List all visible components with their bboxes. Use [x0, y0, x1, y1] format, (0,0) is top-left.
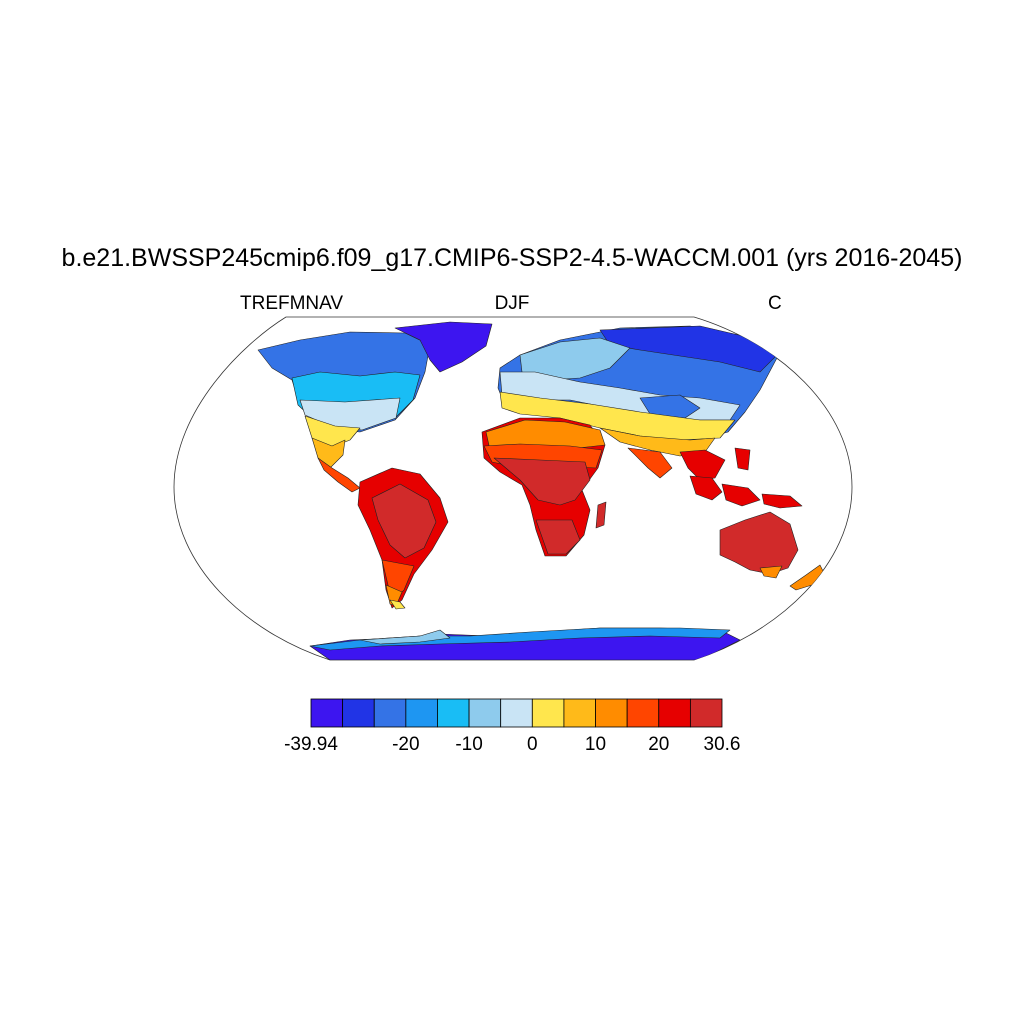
colorbar-box [689, 698, 723, 728]
australia [719, 511, 799, 579]
colorbar-box [373, 698, 407, 728]
madagascar [595, 501, 607, 529]
units-label: C [768, 293, 782, 314]
colorbar-label: 30.6 [703, 734, 741, 755]
africa [481, 417, 606, 557]
eurasia [497, 325, 779, 481]
greenland [394, 321, 493, 373]
colorbar-box [531, 698, 565, 728]
colorbar-box [595, 698, 628, 728]
season-label: DJF [494, 293, 530, 314]
colorbar-label: 0 [527, 734, 538, 755]
colorbar-label: 20 [648, 734, 670, 755]
colorbar-box [437, 698, 470, 728]
colorbar-box [563, 698, 596, 728]
colorbar-box [342, 698, 375, 728]
maritime-continent [689, 447, 803, 509]
north-america [257, 331, 431, 493]
south-america [357, 467, 449, 610]
map-title: b.e21.BWSSP245cmip6.f09_g17.CMIP6-SSP2-4… [61, 244, 963, 272]
colorbar-box [468, 698, 502, 728]
colorbar-box [626, 698, 660, 728]
colorbar-box [500, 698, 533, 728]
colorbar-box [310, 698, 344, 728]
variable-label: TREFMNAV [240, 293, 344, 314]
colorbar-label: -39.94 [284, 734, 338, 755]
antarctica [309, 627, 741, 660]
colorbar-box [658, 698, 691, 728]
colorbar-label: -20 [392, 734, 420, 755]
colorbar-box [405, 698, 438, 728]
colorbar-label: -10 [455, 734, 483, 755]
colorbar-label: 10 [584, 734, 607, 755]
